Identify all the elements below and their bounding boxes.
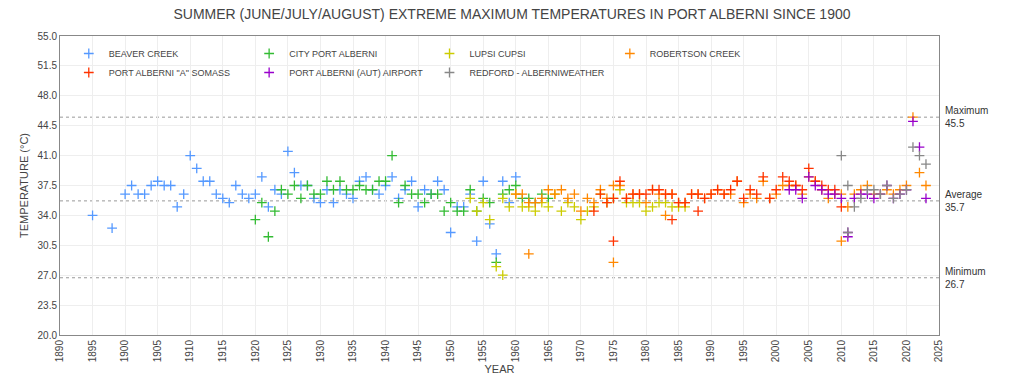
svg-text:1890: 1890 [54,340,65,363]
svg-text:1895: 1895 [87,340,98,363]
svg-text:1965: 1965 [543,340,554,363]
svg-text:Average35.7: Average35.7 [945,189,983,213]
svg-text:51.5: 51.5 [38,60,58,71]
svg-text:1995: 1995 [738,340,749,363]
svg-text:23.5: 23.5 [38,300,58,311]
svg-text:1900: 1900 [119,340,130,363]
svg-text:1955: 1955 [477,340,488,363]
svg-text:1915: 1915 [217,340,228,363]
svg-text:1985: 1985 [673,340,684,363]
svg-text:2020: 2020 [901,340,912,363]
svg-text:1935: 1935 [347,340,358,363]
svg-text:1905: 1905 [152,340,163,363]
svg-text:20.0: 20.0 [38,330,58,341]
svg-text:37.5: 37.5 [38,180,58,191]
svg-text:2025: 2025 [933,340,944,363]
svg-text:Minimum26.7: Minimum26.7 [945,266,986,290]
svg-text:27.0: 27.0 [38,270,58,281]
svg-text:Maximum45.5: Maximum45.5 [945,105,988,129]
svg-text:2000: 2000 [770,340,781,363]
svg-text:1920: 1920 [250,340,261,363]
svg-text:1945: 1945 [412,340,423,363]
svg-text:CITY PORT ALBERNI: CITY PORT ALBERNI [289,49,377,59]
svg-text:1970: 1970 [575,340,586,363]
svg-text:1925: 1925 [282,340,293,363]
svg-text:1910: 1910 [184,340,195,363]
svg-text:1950: 1950 [445,340,456,363]
svg-text:1980: 1980 [640,340,651,363]
svg-text:1975: 1975 [608,340,619,363]
svg-text:1930: 1930 [315,340,326,363]
svg-text:PORT ALBERNI "A" SOMASS: PORT ALBERNI "A" SOMASS [109,68,230,78]
svg-text:BEAVER CREEK: BEAVER CREEK [109,49,178,59]
svg-text:34.0: 34.0 [38,210,58,221]
svg-text:LUPSI CUPSI: LUPSI CUPSI [469,49,525,59]
svg-text:TEMPERATURE (°C): TEMPERATURE (°C) [18,133,30,238]
svg-text:1960: 1960 [510,340,521,363]
svg-text:1940: 1940 [380,340,391,363]
svg-text:55.0: 55.0 [38,31,58,42]
svg-text:2010: 2010 [836,340,847,363]
svg-text:REDFORD - ALBERNIWEATHER: REDFORD - ALBERNIWEATHER [469,68,604,78]
svg-text:30.5: 30.5 [38,240,58,251]
svg-text:2005: 2005 [803,340,814,363]
svg-text:PORT ALBERNI (AUT) AIRPORT: PORT ALBERNI (AUT) AIRPORT [289,68,423,78]
svg-text:2015: 2015 [868,340,879,363]
svg-text:41.0: 41.0 [38,150,58,161]
svg-text:48.0: 48.0 [38,90,58,101]
svg-text:YEAR: YEAR [485,363,515,375]
svg-text:SUMMER (JUNE/JULY/AUGUST) EXTR: SUMMER (JUNE/JULY/AUGUST) EXTREME MAXIMU… [173,6,850,22]
svg-text:1990: 1990 [705,340,716,363]
svg-text:44.5: 44.5 [38,120,58,131]
svg-text:ROBERTSON CREEK: ROBERTSON CREEK [650,49,740,59]
